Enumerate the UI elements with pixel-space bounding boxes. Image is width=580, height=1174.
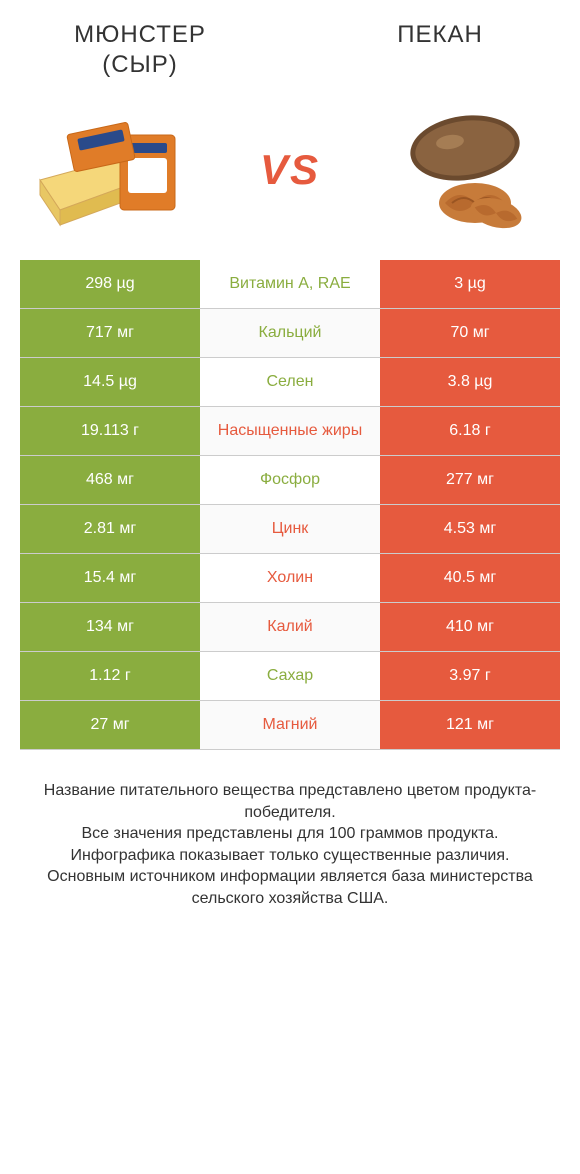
- left-value-cell: 2.81 мг: [20, 505, 200, 553]
- table-row: 2.81 мгЦинк4.53 мг: [20, 505, 560, 554]
- pecan-icon: [370, 100, 550, 240]
- left-value-cell: 468 мг: [20, 456, 200, 504]
- comparison-table: 298 µgВитамин A, RAE3 µg717 мгКальций70 …: [20, 260, 560, 750]
- right-value-cell: 3.97 г: [380, 652, 560, 700]
- left-value-cell: 15.4 мг: [20, 554, 200, 602]
- left-value-cell: 14.5 µg: [20, 358, 200, 406]
- table-row: 1.12 гСахар3.97 г: [20, 652, 560, 701]
- right-value-cell: 277 мг: [380, 456, 560, 504]
- right-value-cell: 410 мг: [380, 603, 560, 651]
- header: МЮНСТЕР (СЫР) ПЕКАН: [0, 0, 580, 90]
- left-value-cell: 1.12 г: [20, 652, 200, 700]
- pecan-image: [370, 100, 550, 240]
- nutrient-label: Фосфор: [200, 456, 380, 504]
- right-value-cell: 3 µg: [380, 260, 560, 308]
- nutrient-label: Кальций: [200, 309, 380, 357]
- cheese-icon: [30, 100, 210, 240]
- right-value-cell: 121 мг: [380, 701, 560, 749]
- left-title-line1: МЮНСТЕР: [40, 20, 240, 50]
- nutrient-label: Сахар: [200, 652, 380, 700]
- footer-line-3: Инфографика показывает только существенн…: [20, 845, 560, 867]
- table-row: 27 мгМагний121 мг: [20, 701, 560, 750]
- right-value-cell: 4.53 мг: [380, 505, 560, 553]
- table-row: 19.113 гНасыщенные жиры6.18 г: [20, 407, 560, 456]
- right-value-cell: 70 мг: [380, 309, 560, 357]
- images-row: VS: [0, 90, 580, 260]
- left-food-title: МЮНСТЕР (СЫР): [40, 20, 240, 80]
- right-food-title: ПЕКАН: [340, 20, 540, 50]
- footer-line-2: Все значения представлены для 100 граммо…: [20, 823, 560, 845]
- left-value-cell: 19.113 г: [20, 407, 200, 455]
- left-value-cell: 134 мг: [20, 603, 200, 651]
- nutrient-label: Цинк: [200, 505, 380, 553]
- left-value-cell: 717 мг: [20, 309, 200, 357]
- infographic-container: МЮНСТЕР (СЫР) ПЕКАН VS: [0, 0, 580, 910]
- table-row: 15.4 мгХолин40.5 мг: [20, 554, 560, 603]
- left-value-cell: 298 µg: [20, 260, 200, 308]
- footer-line-1: Название питательного вещества представл…: [20, 780, 560, 823]
- right-value-cell: 3.8 µg: [380, 358, 560, 406]
- left-title-line2: (СЫР): [40, 50, 240, 80]
- footer-line-4: Основным источником информации является …: [20, 866, 560, 909]
- table-row: 14.5 µgСелен3.8 µg: [20, 358, 560, 407]
- right-title-text: ПЕКАН: [340, 20, 540, 50]
- right-value-cell: 6.18 г: [380, 407, 560, 455]
- cheese-image: [30, 100, 210, 240]
- vs-label: VS: [260, 146, 320, 194]
- footer-notes: Название питательного вещества представл…: [0, 750, 580, 910]
- left-value-cell: 27 мг: [20, 701, 200, 749]
- table-row: 468 мгФосфор277 мг: [20, 456, 560, 505]
- table-row: 134 мгКалий410 мг: [20, 603, 560, 652]
- nutrient-label: Калий: [200, 603, 380, 651]
- table-row: 298 µgВитамин A, RAE3 µg: [20, 260, 560, 309]
- table-row: 717 мгКальций70 мг: [20, 309, 560, 358]
- nutrient-label: Витамин A, RAE: [200, 260, 380, 308]
- nutrient-label: Магний: [200, 701, 380, 749]
- right-value-cell: 40.5 мг: [380, 554, 560, 602]
- nutrient-label: Холин: [200, 554, 380, 602]
- nutrient-label: Селен: [200, 358, 380, 406]
- nutrient-label: Насыщенные жиры: [200, 407, 380, 455]
